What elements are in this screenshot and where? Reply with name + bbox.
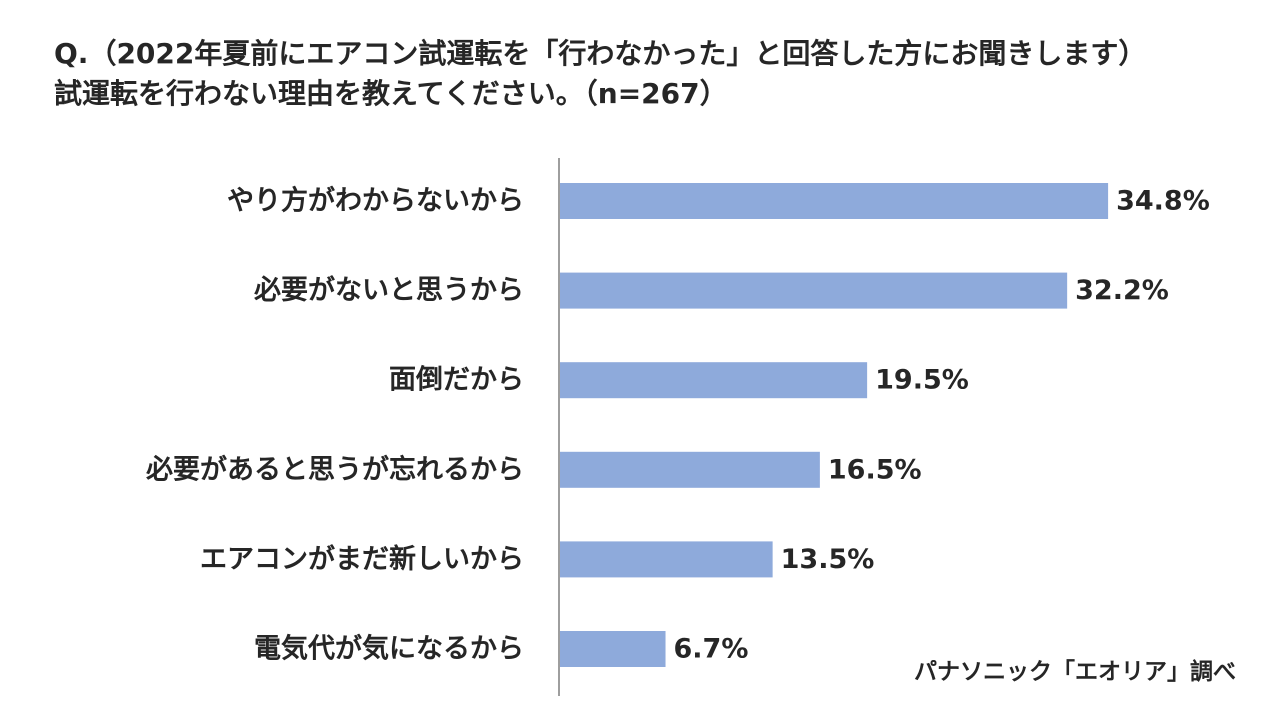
bar-2 [560,272,1068,309]
value-label-6: 6.7% [674,634,749,665]
value-label-1: 34.8% [1116,186,1210,217]
bar-3 [560,362,868,399]
title-line-2: 試運転を行わない理由を教えてください。（n=267） [54,77,728,110]
category-label-5: エアコンがまだ新しいから [200,543,524,575]
category-label-1: やり方がわからないから [227,185,524,217]
value-label-2: 32.2% [1075,275,1169,306]
value-label-4: 16.5% [828,454,922,485]
value-label-3: 19.5% [875,365,969,396]
category-label-2: 必要がないと思うから [254,274,524,306]
category-label-4: 必要があると思うが忘れるから [146,453,524,485]
chart-title: Q.（2022年夏前にエアコン試運転を「行わなかった」と回答した方にお聞きします… [54,34,1274,114]
bar-6 [560,631,666,667]
bar-5 [560,541,773,578]
category-label-3: 面倒だから [389,365,524,396]
bar-4 [560,451,820,488]
title-line-1: Q.（2022年夏前にエアコン試運転を「行わなかった」と回答した方にお聞きします… [54,37,1147,70]
bar-1 [560,183,1109,219]
source-note: パナソニック「エオリア」調べ [914,659,1236,685]
value-label-5: 13.5% [781,544,875,575]
category-label-6: 電気代が気になるから [254,633,524,665]
